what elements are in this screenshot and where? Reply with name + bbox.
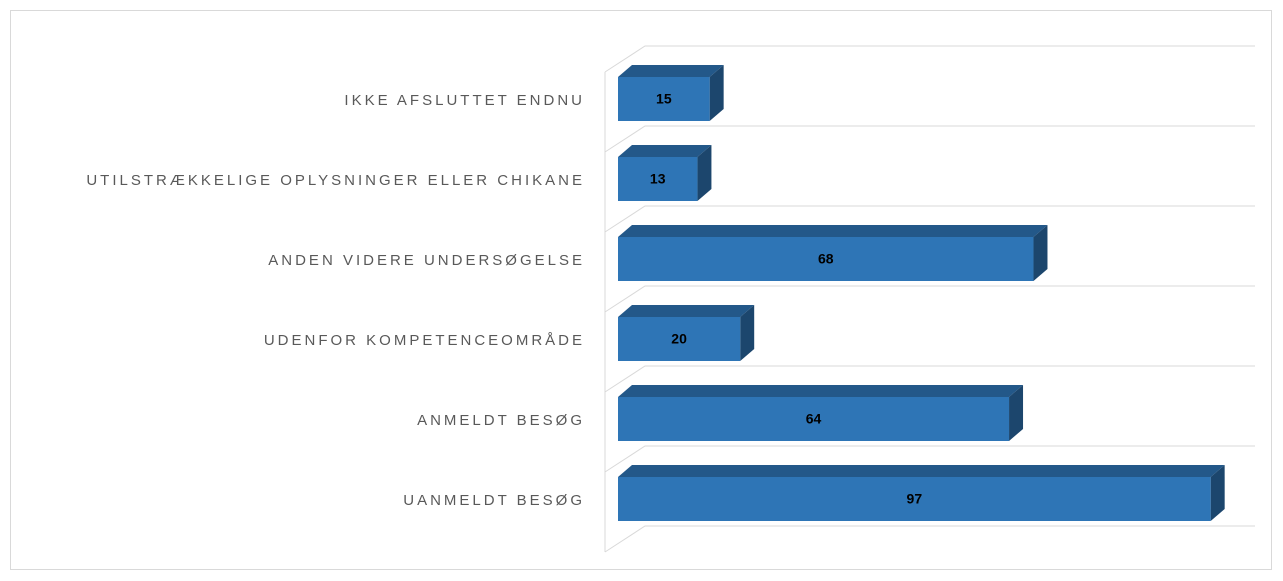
bar — [618, 65, 724, 121]
bar-side — [709, 65, 724, 121]
bar-front — [618, 317, 741, 361]
bar-top — [618, 145, 712, 157]
bar-top — [618, 65, 724, 77]
data-label: 97 — [907, 491, 923, 507]
bar-side — [1033, 225, 1048, 281]
grid-line — [604, 285, 1255, 313]
bar — [618, 225, 1048, 281]
grid — [604, 45, 1255, 553]
bar — [618, 145, 712, 201]
y-tick-label: UANMELDT BESØG — [403, 492, 585, 509]
grid-line — [604, 365, 1255, 393]
grid-line — [604, 445, 1255, 473]
y-tick-label: IKKE AFSLUTTET ENDNU — [344, 92, 585, 109]
data-label: 13 — [650, 171, 666, 187]
data-label: 64 — [806, 411, 822, 427]
y-tick-label: UDENFOR KOMPETENCEOMRÅDE — [264, 332, 585, 349]
bar-side — [740, 305, 755, 361]
bar-side — [697, 145, 712, 201]
y-tick-label: ANDEN VIDERE UNDERSØGELSE — [268, 252, 585, 269]
bar — [618, 305, 755, 361]
grid-line — [604, 205, 1255, 233]
grid-line — [604, 125, 1255, 153]
bar-side — [1210, 465, 1225, 521]
y-tick-label: ANMELDT BESØG — [417, 412, 585, 429]
y-tick-label: UTILSTRÆKKELIGE OPLYSNINGER ELLER CHIKAN… — [86, 172, 585, 189]
data-label: 68 — [818, 251, 834, 267]
bar-front — [618, 477, 1211, 521]
bar-top — [618, 465, 1225, 477]
grid-line — [604, 525, 1255, 553]
bar — [618, 465, 1225, 521]
bar-top — [618, 385, 1024, 397]
bar-top — [618, 305, 755, 317]
bar — [618, 385, 1024, 441]
grid-line — [604, 45, 1255, 73]
data-label: 15 — [656, 91, 672, 107]
bar-top — [618, 225, 1048, 237]
bar-side — [1009, 385, 1024, 441]
data-label: 20 — [671, 331, 687, 347]
bar-front — [618, 157, 698, 201]
bar-front — [618, 397, 1010, 441]
bar-front — [618, 77, 710, 121]
bar-front — [618, 237, 1034, 281]
